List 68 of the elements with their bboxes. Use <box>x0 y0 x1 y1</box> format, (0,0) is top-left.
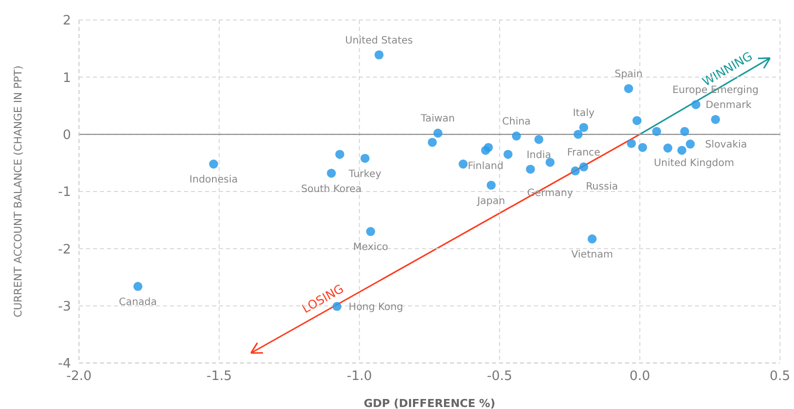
annotation: China <box>502 116 531 128</box>
y-tick-label: -1 <box>58 185 71 200</box>
point <box>626 138 636 148</box>
x-tick-label: -2.0 <box>66 369 92 384</box>
annotation: India <box>526 150 552 162</box>
annotation: Slovakia <box>705 140 748 151</box>
y-tick-label: 1 <box>62 70 71 86</box>
point <box>588 234 597 244</box>
annotation: Hong Kong <box>348 302 404 313</box>
y-tick-label: -2 <box>58 242 71 258</box>
annotation: Spain <box>614 69 643 80</box>
annotation: Italy <box>572 108 595 120</box>
annotation: Vietnam <box>571 250 613 260</box>
point <box>663 144 672 153</box>
point <box>428 138 437 147</box>
point <box>133 282 142 291</box>
point <box>326 168 336 178</box>
x-tick-label: 0.5 <box>770 369 790 384</box>
annotation: United Kingdom <box>654 158 734 170</box>
annotation: Russia <box>586 181 618 192</box>
point <box>481 146 490 155</box>
point <box>632 116 642 126</box>
annotation: South Korea <box>301 184 362 195</box>
point <box>534 134 544 144</box>
point <box>458 160 468 169</box>
point <box>710 114 720 124</box>
annotation: Denmark <box>706 100 752 112</box>
point <box>574 130 583 139</box>
y-tick-label: 2 <box>62 14 71 29</box>
point <box>335 150 344 159</box>
x-tick-label: -0.5 <box>486 369 512 384</box>
point <box>374 50 384 60</box>
x-tick-label: -1.0 <box>346 369 372 384</box>
point <box>677 146 686 155</box>
point <box>680 126 690 136</box>
point <box>504 150 513 159</box>
annotation: France <box>567 147 600 158</box>
point <box>433 128 442 138</box>
point <box>570 166 580 176</box>
annotation: Mexico <box>353 242 388 254</box>
annotation: Turkey <box>348 168 382 180</box>
x-axis-title: GDP (DIFFERENCE %) <box>364 397 496 409</box>
annotation: United States <box>345 35 413 46</box>
point <box>512 132 521 141</box>
point <box>638 142 648 152</box>
y-axis-title: CURRENT ACCOUNT BALANCE (CHANGE IN PPT) <box>12 66 25 318</box>
y-tick-label: -4 <box>58 356 71 372</box>
y-tick-label: -3 <box>58 299 71 314</box>
x-tick-label: 0.0 <box>629 369 650 384</box>
annotation: Japan <box>476 196 506 207</box>
point <box>366 227 376 236</box>
annotation: Finland <box>468 160 504 172</box>
point <box>526 164 535 174</box>
annotation: Taiwan <box>420 114 455 125</box>
point <box>652 126 662 136</box>
point <box>686 140 695 149</box>
point <box>579 162 588 172</box>
x-tick-label: -1.5 <box>206 369 232 384</box>
annotation: Indonesia <box>189 174 238 186</box>
annotation: Canada <box>118 296 157 308</box>
point <box>624 84 634 94</box>
point <box>579 122 588 132</box>
y-tick-label: 0 <box>62 128 71 143</box>
point <box>360 154 370 163</box>
point <box>486 180 496 190</box>
point <box>209 160 218 169</box>
point <box>546 158 555 167</box>
point <box>691 100 700 110</box>
